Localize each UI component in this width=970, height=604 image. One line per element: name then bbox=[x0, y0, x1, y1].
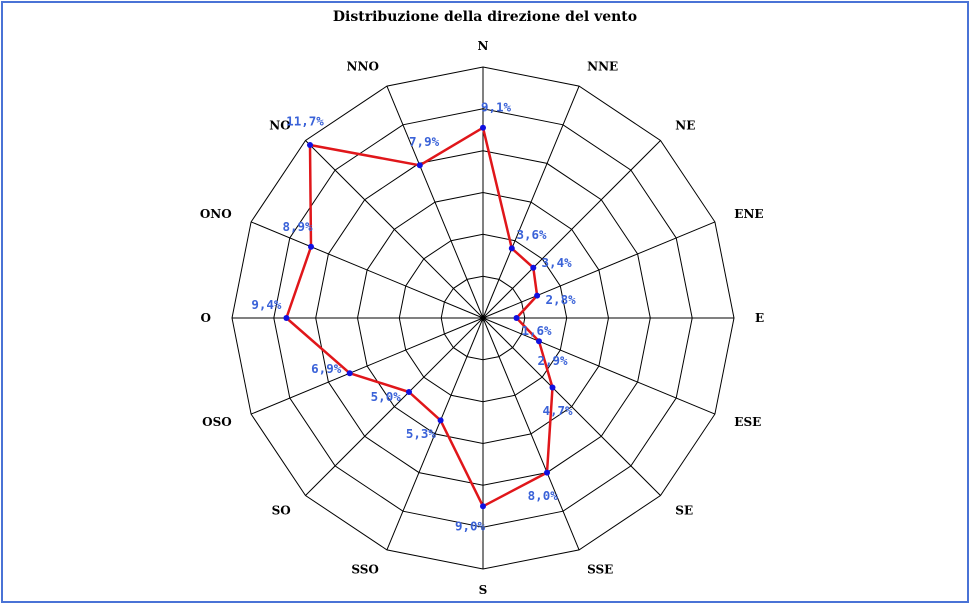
data-point-nno bbox=[416, 162, 423, 169]
value-label-ne: 3,4% bbox=[542, 255, 573, 270]
direction-label-no: NO bbox=[269, 119, 290, 133]
value-label-se: 4,7% bbox=[542, 403, 573, 418]
data-point-sse bbox=[544, 469, 550, 476]
grid-spoke-sso bbox=[386, 317, 484, 551]
direction-label-sse: SSE bbox=[587, 562, 613, 576]
direction-label-nne: NNE bbox=[587, 60, 618, 74]
grid-spoke-nne bbox=[482, 85, 580, 319]
direction-label-nno: NNO bbox=[347, 60, 379, 74]
grid-spoke-no bbox=[305, 140, 484, 319]
value-label-n: 9,1% bbox=[481, 100, 512, 115]
value-label-o: 9,4% bbox=[251, 297, 282, 312]
direction-label-s: S bbox=[479, 583, 488, 597]
data-point-e bbox=[513, 315, 520, 321]
direction-label-e: E bbox=[755, 311, 764, 325]
grid-spoke-oso bbox=[250, 317, 484, 415]
direction-label-ene: ENE bbox=[734, 207, 763, 221]
value-label-ene: 2,8% bbox=[546, 292, 577, 307]
data-point-se bbox=[549, 384, 556, 391]
value-label-oso: 6,9% bbox=[311, 361, 342, 376]
value-label-no: 11,7% bbox=[286, 114, 324, 129]
direction-label-ne: NE bbox=[675, 119, 695, 133]
direction-label-sso: SSO bbox=[351, 562, 379, 576]
value-label-s: 9,0% bbox=[455, 518, 486, 533]
value-label-sse: 8,0% bbox=[528, 488, 559, 503]
data-point-ene bbox=[534, 292, 541, 299]
data-point-no bbox=[307, 142, 313, 148]
data-point-ono bbox=[308, 243, 314, 250]
direction-label-o: O bbox=[201, 311, 211, 325]
value-label-ese: 2,9% bbox=[537, 353, 568, 368]
value-label-e: 1,6% bbox=[521, 323, 552, 338]
value-label-sso: 5,3% bbox=[406, 426, 437, 441]
grid-spoke-ne bbox=[482, 140, 661, 319]
data-point-sso bbox=[437, 417, 444, 424]
value-label-nne: 3,6% bbox=[516, 227, 547, 242]
data-point-o bbox=[283, 315, 290, 321]
grid-spoke-se bbox=[482, 317, 661, 496]
value-label-ono: 8,9% bbox=[282, 219, 313, 234]
data-point-ne bbox=[530, 264, 537, 271]
series-line bbox=[285, 126, 554, 508]
direction-labels: N NNE NE ENE E ESE SE SSE S SSO SO OSO O ONO NO NNO bbox=[200, 39, 764, 597]
direction-label-ono: ONO bbox=[200, 207, 232, 221]
grid-spoke-sse bbox=[482, 317, 580, 551]
data-point-s bbox=[480, 503, 486, 510]
grid-spoke-ese bbox=[482, 317, 716, 415]
direction-label-se: SE bbox=[675, 503, 693, 517]
data-point-n bbox=[480, 124, 486, 131]
data-point-oso bbox=[346, 370, 353, 377]
grid-spoke-ene bbox=[482, 221, 716, 319]
data-point-ese bbox=[536, 338, 542, 345]
chart-title: Distribuzione della direzione del vento bbox=[332, 9, 638, 25]
direction-label-so: SO bbox=[272, 503, 291, 517]
data-point-nne bbox=[508, 245, 515, 252]
value-label-so: 5,0% bbox=[371, 389, 402, 404]
direction-label-ese: ESE bbox=[734, 415, 761, 429]
value-labels: 9,1% 3,6% 3,4% 2,8% 1,6% 2,9% 4,7% 8,0% 9,0% 5,3%… bbox=[251, 100, 576, 534]
value-label-nno: 7,9% bbox=[409, 134, 440, 149]
grid-spoke-ono bbox=[250, 221, 484, 319]
direction-label-n: N bbox=[478, 39, 489, 53]
grid-spoke-so bbox=[305, 317, 484, 496]
radar-grid bbox=[231, 66, 735, 570]
series-wind-frequency bbox=[283, 124, 556, 510]
direction-label-oso: OSO bbox=[202, 415, 232, 429]
grid-spoke-nno bbox=[386, 85, 484, 319]
data-point-so bbox=[406, 389, 412, 395]
